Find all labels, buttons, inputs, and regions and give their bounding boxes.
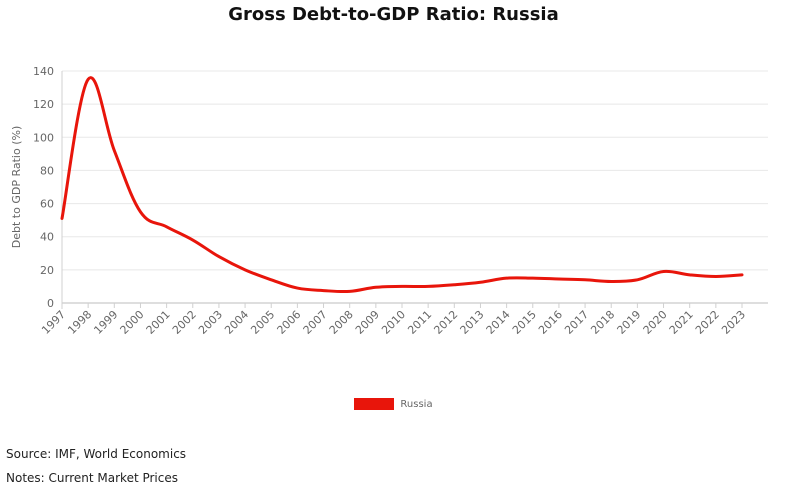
- data-point-2011[interactable]: [425, 283, 431, 289]
- x-tick-label: 2020: [641, 308, 670, 337]
- data-point-2004[interactable]: [242, 267, 248, 273]
- legend: Russia: [0, 398, 787, 410]
- data-point-2014[interactable]: [504, 275, 510, 281]
- notes-note: Notes: Current Market Prices: [6, 471, 178, 485]
- data-point-2009[interactable]: [373, 284, 379, 290]
- data-point-2007[interactable]: [321, 288, 327, 294]
- data-point-2021[interactable]: [687, 272, 693, 278]
- x-tick-label: 2002: [170, 308, 199, 337]
- x-tick-label: 2019: [615, 308, 644, 337]
- y-tick-label: 0: [47, 297, 54, 310]
- data-point-1998[interactable]: [85, 76, 91, 82]
- legend-swatch-russia[interactable]: [354, 398, 395, 410]
- x-tick-label: 1999: [91, 308, 120, 337]
- x-tick-label: 2001: [144, 308, 173, 337]
- x-tick-label: 2006: [275, 308, 304, 337]
- data-point-2012[interactable]: [451, 282, 457, 288]
- y-tick-label: 80: [40, 164, 54, 177]
- data-point-2010[interactable]: [399, 283, 405, 289]
- data-point-2023[interactable]: [739, 272, 745, 278]
- data-point-2022[interactable]: [713, 273, 719, 279]
- x-tick-label: 2004: [222, 308, 251, 337]
- data-point-2017[interactable]: [582, 277, 588, 283]
- x-tick-label: 2021: [667, 308, 696, 337]
- x-tick-label: 2008: [327, 308, 356, 337]
- series-line-russia[interactable]: [60, 76, 744, 294]
- y-tick-label: 60: [40, 198, 54, 211]
- x-tick-label: 2017: [562, 308, 591, 337]
- data-point-2016[interactable]: [556, 276, 562, 282]
- chart-title: Gross Debt-to-GDP Ratio: Russia: [228, 4, 559, 25]
- x-tick-label: 2010: [379, 308, 408, 337]
- y-tick-label: 20: [40, 264, 54, 277]
- data-point-1997[interactable]: [59, 215, 65, 221]
- y-axis-title: Debt to GDP Ratio (%): [10, 126, 23, 248]
- data-point-2020[interactable]: [661, 269, 667, 275]
- x-tick-label: 2011: [405, 308, 434, 337]
- tick-labels: 0204060801001201401997199819992000200120…: [33, 65, 748, 337]
- data-point-2005[interactable]: [268, 277, 274, 283]
- x-tick-label: 1997: [39, 308, 68, 337]
- gridlines: [62, 70, 768, 304]
- axes: [61, 71, 743, 309]
- data-point-2006[interactable]: [294, 285, 300, 291]
- data-point-2000[interactable]: [137, 209, 143, 215]
- data-point-2018[interactable]: [608, 278, 614, 284]
- y-tick-label: 120: [33, 98, 54, 111]
- x-tick-label: 2023: [719, 308, 748, 337]
- legend-label-russia: Russia: [400, 398, 433, 410]
- x-tick-label: 2014: [484, 308, 513, 337]
- x-tick-label: 2013: [458, 308, 487, 337]
- x-tick-label: 1998: [65, 308, 94, 337]
- data-point-2015[interactable]: [530, 275, 536, 281]
- x-tick-label: 2018: [588, 308, 617, 337]
- y-tick-label: 140: [33, 65, 54, 78]
- x-tick-label: 2009: [353, 308, 382, 337]
- data-point-2003[interactable]: [216, 254, 222, 260]
- x-tick-label: 2016: [536, 308, 565, 337]
- data-point-2019[interactable]: [634, 277, 640, 283]
- data-point-2008[interactable]: [347, 288, 353, 294]
- x-tick-label: 2005: [248, 308, 277, 337]
- data-point-2001[interactable]: [164, 224, 170, 230]
- source-note: Source: IMF, World Economics: [6, 447, 187, 461]
- data-point-2002[interactable]: [190, 237, 196, 243]
- x-tick-label: 2022: [693, 308, 722, 337]
- y-tick-label: 100: [33, 131, 54, 144]
- data-point-1999[interactable]: [111, 148, 117, 154]
- x-tick-label: 2003: [196, 308, 225, 337]
- data-point-2013[interactable]: [477, 279, 483, 285]
- x-tick-label: 2000: [118, 308, 147, 337]
- y-tick-label: 40: [40, 231, 54, 244]
- x-tick-label: 2015: [510, 308, 539, 337]
- x-tick-label: 2007: [301, 308, 330, 337]
- series-lines: [59, 76, 745, 294]
- x-tick-label: 2012: [431, 308, 460, 337]
